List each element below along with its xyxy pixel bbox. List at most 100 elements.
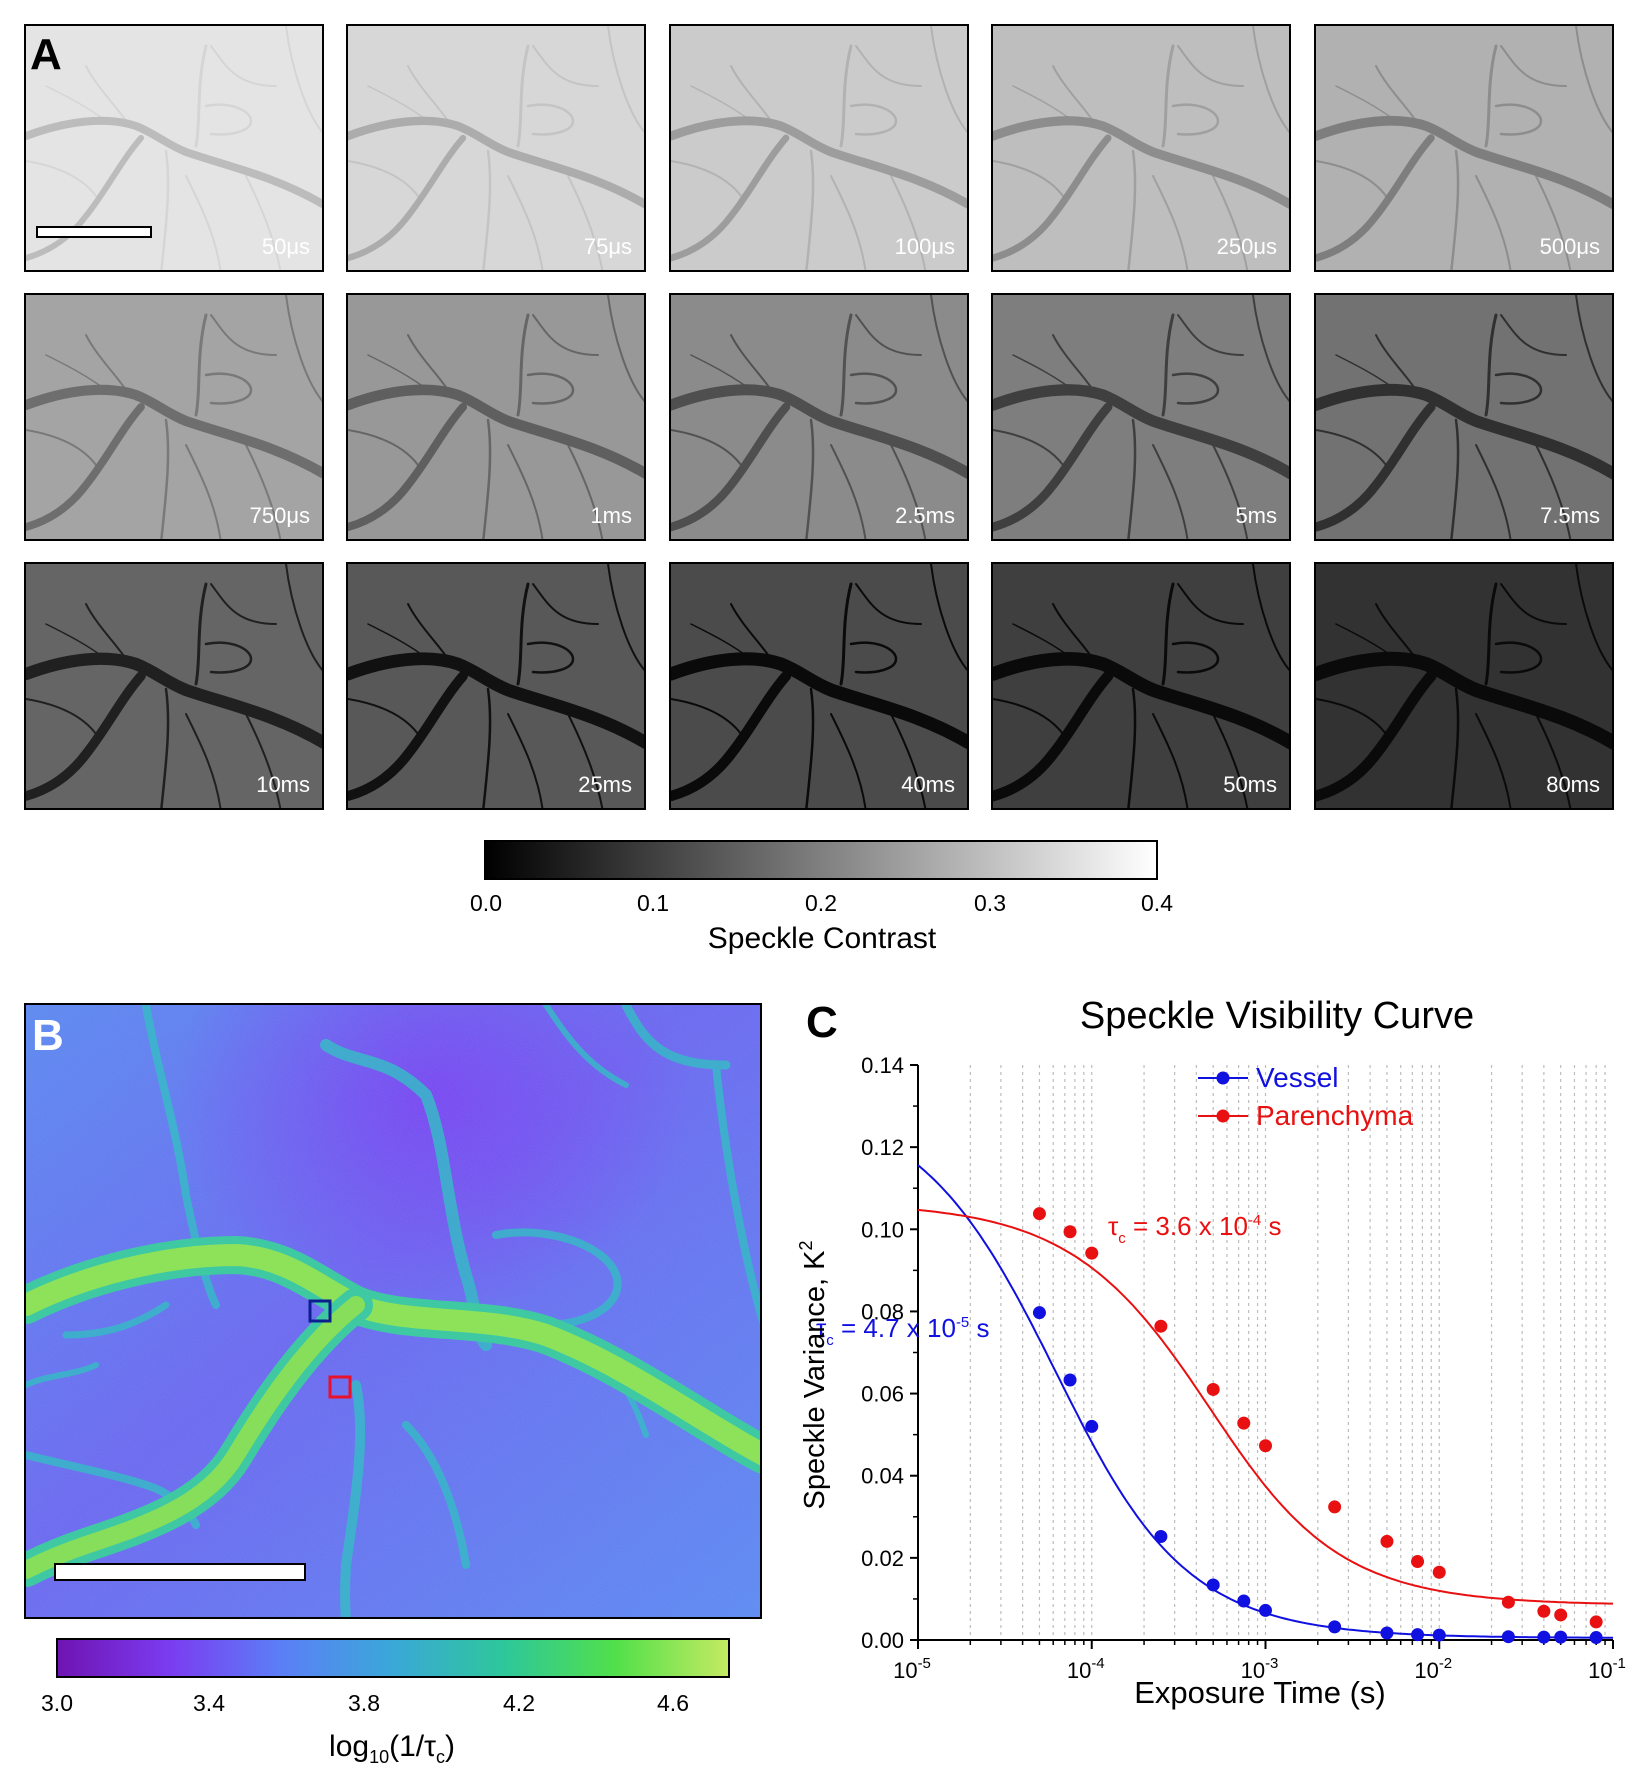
data-point-vessel bbox=[1063, 1373, 1077, 1387]
data-point-vessel bbox=[1032, 1306, 1046, 1320]
exposure-image-tile: 1ms bbox=[346, 293, 646, 541]
x-axis-label: Exposure Time (s) bbox=[1134, 1675, 1386, 1710]
log-tau-colorbar-title: log10(1/τc) bbox=[329, 1730, 455, 1767]
x-tick-label: 10-4 bbox=[1067, 1655, 1105, 1683]
speckle-contrast-colorbar bbox=[484, 840, 1158, 880]
exposure-image bbox=[1316, 295, 1612, 539]
panel-c-letter: C bbox=[806, 998, 838, 1047]
exposure-time-label: 1ms bbox=[590, 503, 632, 528]
data-point-vessel bbox=[1411, 1628, 1425, 1642]
colorbar-tick-label: 0.1 bbox=[637, 890, 669, 916]
data-point-vessel bbox=[1206, 1578, 1220, 1592]
exposure-image bbox=[993, 26, 1289, 270]
data-point-parenchyma bbox=[1328, 1500, 1342, 1514]
exposure-time-label: 750μs bbox=[249, 503, 310, 528]
colorbar-tick-label: 4.2 bbox=[503, 1690, 535, 1716]
chart-title: Speckle Visibility Curve bbox=[1080, 995, 1474, 1037]
tau-annotation-vessel: τc = 4.7 x 10-5 s bbox=[816, 1313, 990, 1349]
exposure-image-tile: 50μs bbox=[24, 24, 324, 272]
exposure-image bbox=[993, 564, 1289, 808]
exposure-time-label: 80ms bbox=[1546, 772, 1600, 797]
y-tick-label: 0.14 bbox=[861, 1053, 904, 1078]
exposure-time-label: 5ms bbox=[1235, 503, 1277, 528]
colorbar-tick-label: 3.8 bbox=[348, 1690, 380, 1716]
exposure-image-tile: 7.5ms bbox=[1314, 293, 1614, 541]
data-point-vessel bbox=[1259, 1603, 1272, 1617]
chart-grid bbox=[969, 1065, 1606, 1640]
x-tick-label: 10-1 bbox=[1588, 1655, 1626, 1683]
exposure-image-tile: 40ms bbox=[669, 562, 969, 810]
exposure-time-label: 40ms bbox=[901, 772, 955, 797]
exposure-image-tile: 250μs bbox=[991, 24, 1291, 272]
x-tick-label: 10-5 bbox=[893, 1655, 931, 1683]
panel-b-letter: B bbox=[32, 1011, 64, 1060]
data-point-parenchyma bbox=[1206, 1382, 1220, 1396]
data-point-vessel bbox=[1589, 1631, 1603, 1645]
data-point-parenchyma bbox=[1237, 1416, 1251, 1430]
data-point-parenchyma bbox=[1554, 1608, 1568, 1622]
log-tau-colorbar bbox=[56, 1638, 730, 1678]
x-tick-label: 10-3 bbox=[1241, 1655, 1279, 1683]
data-point-vessel bbox=[1501, 1630, 1515, 1644]
legend-label: Vessel bbox=[1256, 1062, 1339, 1093]
exposure-time-label: 50ms bbox=[1223, 772, 1277, 797]
exposure-image-tile: 10ms bbox=[24, 562, 324, 810]
exposure-time-label: 100μs bbox=[894, 234, 955, 259]
colorbar-tick-label: 4.6 bbox=[657, 1690, 689, 1716]
data-point-parenchyma bbox=[1537, 1604, 1551, 1618]
data-point-vessel bbox=[1432, 1628, 1446, 1642]
exposure-image bbox=[671, 26, 967, 270]
colorbar-tick-label: 0.3 bbox=[974, 890, 1006, 916]
data-point-vessel bbox=[1237, 1594, 1251, 1608]
data-point-parenchyma bbox=[1085, 1246, 1099, 1260]
exposure-image-tile: 80ms bbox=[1314, 562, 1614, 810]
y-tick-label: 0.04 bbox=[861, 1464, 904, 1489]
data-point-parenchyma bbox=[1411, 1555, 1425, 1569]
data-point-parenchyma bbox=[1380, 1534, 1394, 1548]
speckle-visibility-chart: C Speckle Visibility Curve 0.000.020.040… bbox=[796, 995, 1626, 1710]
data-point-parenchyma bbox=[1154, 1319, 1168, 1333]
exposure-time-label: 10ms bbox=[256, 772, 310, 797]
exposure-image bbox=[348, 26, 644, 270]
legend-marker bbox=[1216, 1071, 1230, 1085]
exposure-time-label: 25ms bbox=[578, 772, 632, 797]
correlation-time-map: B bbox=[24, 1003, 762, 1619]
y-tick-label: 0.10 bbox=[861, 1217, 904, 1242]
colorbar-tick-label: 0.0 bbox=[470, 890, 502, 916]
data-point-vessel bbox=[1554, 1630, 1568, 1644]
data-point-parenchyma bbox=[1032, 1207, 1046, 1221]
exposure-image-tile: 500μs bbox=[1314, 24, 1614, 272]
data-point-vessel bbox=[1328, 1620, 1342, 1634]
exposure-image-tile: 750μs bbox=[24, 293, 324, 541]
colorbar-tick-label: 3.0 bbox=[41, 1690, 73, 1716]
data-point-parenchyma bbox=[1259, 1439, 1272, 1453]
exposure-image bbox=[348, 295, 644, 539]
exposure-image-tile: 75μs bbox=[346, 24, 646, 272]
scale-bar bbox=[54, 1563, 306, 1581]
data-point-vessel bbox=[1537, 1630, 1551, 1644]
exposure-image bbox=[1316, 26, 1612, 270]
exposure-time-label: 75μs bbox=[583, 234, 632, 259]
colorbar-tick-label: 0.4 bbox=[1141, 890, 1173, 916]
exposure-image bbox=[671, 564, 967, 808]
data-point-vessel bbox=[1154, 1530, 1168, 1543]
legend-label: Parenchyma bbox=[1256, 1100, 1414, 1131]
data-point-parenchyma bbox=[1432, 1565, 1446, 1579]
exposure-time-label: 50μs bbox=[261, 234, 310, 259]
y-tick-label: 0.12 bbox=[861, 1135, 904, 1160]
x-tick-label: 10-2 bbox=[1414, 1655, 1452, 1683]
data-point-vessel bbox=[1085, 1419, 1099, 1433]
exposure-image bbox=[1316, 564, 1612, 808]
y-tick-label: 0.06 bbox=[861, 1382, 904, 1407]
y-tick-label: 0.00 bbox=[861, 1628, 904, 1653]
data-point-parenchyma bbox=[1063, 1225, 1077, 1239]
exposure-image bbox=[26, 295, 322, 539]
y-tick-label: 0.08 bbox=[861, 1299, 904, 1324]
exposure-image bbox=[671, 295, 967, 539]
speckle-contrast-colorbar-title: Speckle Contrast bbox=[707, 922, 937, 955]
fit-curve-parenchyma bbox=[917, 1208, 1613, 1605]
y-axis-label: Speckle Variance, K2 bbox=[796, 1240, 831, 1509]
correlation-time-map-image bbox=[26, 1005, 760, 1617]
exposure-image-tile: 25ms bbox=[346, 562, 646, 810]
panel-a-letter: A bbox=[30, 30, 62, 79]
